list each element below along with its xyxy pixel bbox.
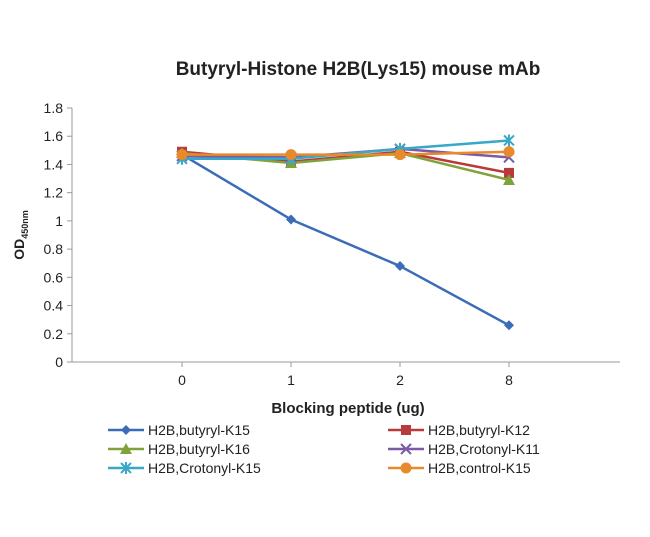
x-axis: 0 1 2 8 [72,361,620,388]
data-point [286,214,296,225]
legend: H2B,butyryl-K15 H2B,butyryl-K12 H2B,butyry… [108,422,540,476]
x-tick-label: 1 [287,372,295,388]
chart-title: Butyryl-Histone H2B(Lys15) mouse mAb [176,59,541,80]
data-point [504,320,514,331]
legend-item: H2B,Crotonyl-K11 [388,441,540,457]
legend-label: H2B,control-K15 [428,460,531,476]
data-point [285,149,297,161]
y-tick-label: 1 [55,213,63,229]
data-point [503,134,515,147]
legend-marker [120,443,132,454]
legend-item: H2B,butyryl-K15 [108,422,250,438]
series-6 [176,146,515,161]
y-tick-label: 0.2 [44,326,64,342]
y-axis-label-main: OD [11,239,27,260]
legend-label: H2B,Crotonyl-K15 [148,460,261,476]
series-1 [177,149,514,331]
legend-label: H2B,Crotonyl-K11 [428,441,540,457]
y-tick-label: 0.4 [44,298,64,314]
y-tick-label: 1.2 [44,185,64,201]
data-point [503,146,515,158]
data-point [394,149,406,161]
data-point [503,173,515,185]
legend-marker [121,425,131,435]
legend-label: H2B,butyryl-K15 [148,422,250,438]
y-tick-label: 1.8 [44,100,64,116]
series-2 [177,146,514,178]
legend-marker [120,462,132,474]
x-tick-label: 8 [505,372,513,388]
legend-marker [400,443,412,455]
series-line [181,153,510,327]
legend-item: H2B,butyryl-K12 [388,422,530,438]
x-axis-label: Blocking peptide (ug) [271,400,424,417]
y-axis: 0 0.2 0.4 0.6 0.8 1 1.2 1.4 1.6 1.8 [44,100,73,370]
legend-label: H2B,butyryl-K16 [148,441,250,457]
x-tick-label: 2 [396,372,404,388]
data-point [504,167,514,178]
series-line [182,150,510,156]
y-tick-label: 1.4 [44,156,64,172]
legend-item: H2B,Crotonyl-K15 [108,460,261,476]
y-tick-label: 0 [55,354,63,370]
legend-marker [401,425,411,435]
y-axis-label: OD450nm [11,210,30,260]
legend-item: H2B,butyryl-K16 [108,441,250,457]
y-tick-label: 1.6 [44,128,64,144]
legend-item: H2B,control-K15 [388,460,531,476]
y-tick-label: 0.8 [44,241,64,257]
y-axis-label-subscript: 450nm [20,210,30,239]
data-point [395,261,405,272]
series-5 [176,134,515,165]
x-tick-label: 0 [178,372,186,388]
series-group [176,134,515,331]
data-point [176,149,188,161]
legend-label: H2B,butyryl-K12 [428,422,530,438]
y-tick-label: 0.6 [44,269,64,285]
legend-marker [400,462,412,474]
